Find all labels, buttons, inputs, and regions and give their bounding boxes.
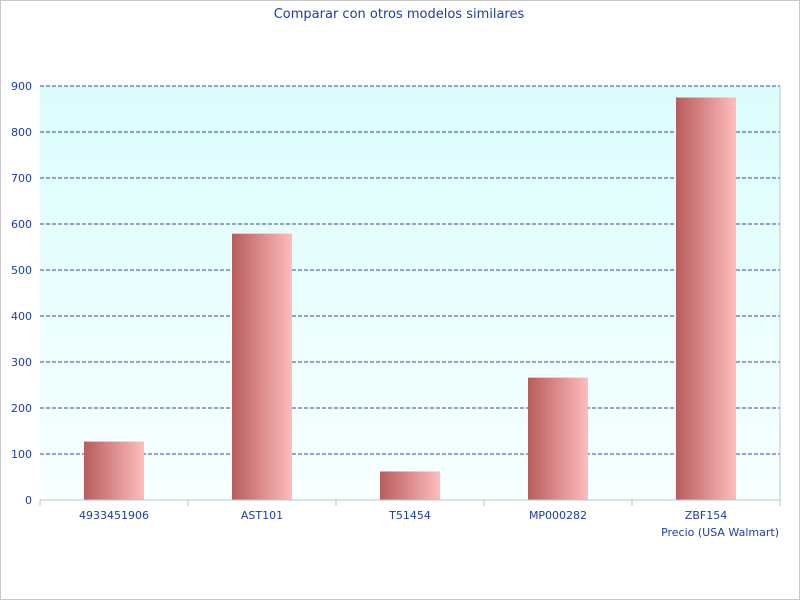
x-tick-label: MP000282: [529, 509, 587, 522]
y-tick-label: 900: [11, 80, 32, 93]
y-tick-label: 800: [11, 126, 32, 139]
y-tick-label: 500: [11, 264, 32, 277]
y-tick-label: 400: [11, 310, 32, 323]
x-tick-label: ZBF154: [685, 509, 727, 522]
bar: [380, 471, 440, 500]
bar: [676, 97, 736, 500]
chart-title: Comparar con otros modelos similares: [274, 7, 525, 22]
y-tick-label: 700: [11, 172, 32, 185]
y-tick-label: 0: [25, 494, 32, 507]
x-tick-label: 4933451906: [79, 509, 149, 522]
bar: [84, 441, 144, 500]
y-axis: 0 100 200 300 400 500 600 700 800 900: [11, 80, 32, 507]
x-axis-label: Precio (USA Walmart): [661, 526, 779, 539]
x-tick-label: T51454: [388, 509, 431, 522]
y-tick-label: 600: [11, 218, 32, 231]
x-axis: 4933451906 AST101 T51454 MP000282 ZBF154: [39, 86, 781, 522]
x-tick-label: AST101: [241, 509, 283, 522]
plot-area: [40, 86, 780, 500]
y-tick-label: 300: [11, 356, 32, 369]
y-tick-label: 100: [11, 448, 32, 461]
y-tick-label: 200: [11, 402, 32, 415]
bars: [84, 97, 736, 500]
bar: [232, 233, 292, 500]
bar: [528, 377, 588, 500]
gridlines: [40, 85, 780, 455]
